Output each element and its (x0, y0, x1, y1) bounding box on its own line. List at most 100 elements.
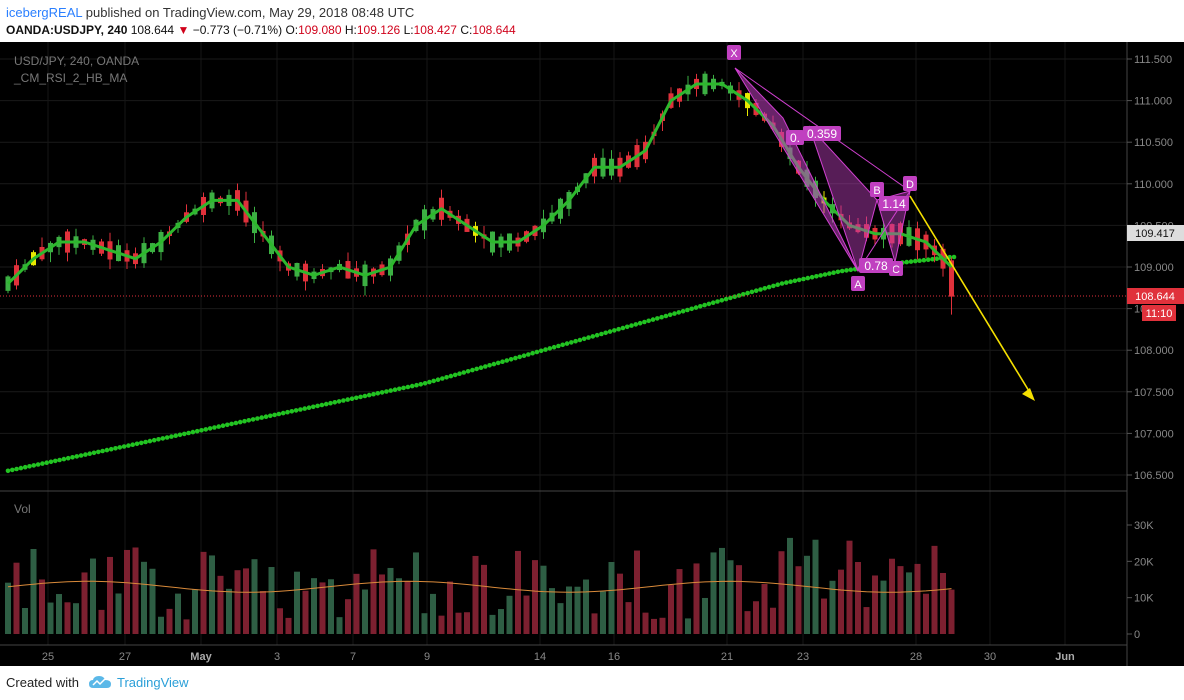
close-label: C: (460, 23, 473, 37)
volume-bar (948, 589, 955, 634)
ma-dot (594, 332, 600, 338)
ma-dot (57, 457, 62, 463)
ma-dot (930, 256, 935, 262)
ma-dot (431, 378, 437, 384)
ma-dot (199, 428, 204, 433)
volume-axis: 30K 20K 10K 0 (1127, 520, 1154, 641)
volume-bar (183, 619, 190, 634)
ma-dot (646, 318, 651, 324)
long-ma-dots (5, 254, 957, 474)
volume-bar (906, 572, 912, 634)
volume-bar (336, 617, 343, 634)
chart-area[interactable]: X A B C D 0.359 0. 1.14 (0, 42, 1184, 666)
volume-bar (617, 573, 623, 634)
close-price-label: 108.644 (1127, 288, 1184, 304)
ma-dot (741, 292, 746, 297)
ma-dot (298, 407, 303, 412)
ma-dot (749, 289, 755, 295)
volume-bar (217, 575, 224, 634)
ma-dot (22, 464, 28, 470)
price-chart[interactable]: X A B C D 0.359 0. 1.14 (0, 42, 1184, 666)
volume-bar (549, 588, 555, 634)
volume-bar (753, 601, 759, 634)
pattern-label-a: A (851, 276, 865, 291)
volume-bar (761, 583, 768, 634)
ma-dot (358, 394, 363, 400)
ma-dot (517, 354, 522, 360)
x-tick-label: 9 (424, 651, 430, 663)
ma-dot (685, 307, 690, 313)
x-tick-label: 30 (984, 651, 996, 663)
tradingview-brand[interactable]: TradingView (117, 675, 189, 690)
volume-bar (744, 611, 751, 634)
ma-dot (444, 375, 449, 380)
ma-dot (173, 433, 178, 439)
pattern-label-b: B (870, 182, 884, 197)
ma-dot (311, 404, 316, 410)
ma-dot (78, 453, 84, 458)
ma-dot (543, 347, 548, 352)
volume-bar (285, 617, 292, 634)
ratio-label-xb: 0.359 (803, 126, 841, 141)
ma-dot (908, 259, 914, 264)
ma-dot (547, 346, 553, 351)
volume-bar (149, 568, 156, 634)
volume-bar (540, 565, 547, 634)
volume-bar (56, 594, 62, 634)
volume-bar (770, 607, 776, 634)
chart-legend-title: USD/JPY, 240, OANDA (14, 54, 139, 68)
ma-dot (500, 359, 505, 365)
volume-bar (73, 603, 79, 634)
ma-dot (556, 343, 561, 349)
ma-dot (83, 452, 88, 457)
ma-dot (246, 418, 252, 423)
volume-bar (115, 593, 122, 634)
ma-dot (147, 438, 153, 444)
ma-dot (766, 284, 772, 290)
ma-dot (276, 411, 282, 417)
price-change: −0.773 (−0.71%) (192, 23, 283, 37)
volume-legend: Vol (14, 502, 31, 516)
volume-bar (863, 607, 870, 634)
ratio-078: 0.78 (864, 259, 888, 273)
ma-dot (465, 369, 471, 374)
ma-dot (487, 363, 492, 368)
volume-ma-line (7, 580, 952, 593)
volume-bar (166, 608, 173, 634)
ma-dot (753, 288, 759, 294)
ma-dot (74, 454, 80, 459)
ma-dot (538, 348, 544, 354)
volume-bar (260, 591, 266, 634)
x-tick-label: 3 (274, 651, 280, 663)
volume-bar (5, 582, 11, 634)
ma-dot (581, 336, 587, 342)
volume-bar (498, 609, 504, 634)
ma-dot (508, 357, 514, 362)
ma-dot (121, 444, 127, 449)
ma-dot (315, 403, 320, 409)
ma-dot (620, 325, 626, 331)
ma-dot (839, 268, 845, 274)
y-tick-label: 109.000 (1134, 262, 1174, 274)
author-link[interactable]: icebergREAL (6, 5, 83, 20)
ma-dot (151, 437, 157, 443)
ma-dot (818, 273, 823, 278)
time-axis[interactable]: 25 27 May 3 7 9 14 16 21 23 28 30 Jun (42, 651, 1075, 663)
volume-bar (940, 572, 946, 634)
ma-dot (366, 392, 372, 398)
ma-dot (134, 441, 140, 447)
vol-tick-label: 10K (1134, 593, 1154, 605)
ma-dot (392, 387, 398, 393)
ma-dot (461, 370, 467, 375)
volume-bar (404, 581, 411, 634)
volume-bar (455, 612, 462, 634)
volume-bar (311, 578, 317, 634)
volume-bar (778, 551, 785, 634)
volume-bar (158, 616, 164, 634)
down-arrow-icon: ▼ (177, 23, 190, 37)
publish-line: icebergREAL published on TradingView.com… (6, 5, 414, 20)
label-a: A (854, 279, 862, 291)
ma-dot (809, 274, 815, 280)
countdown-label: 11:10 (1142, 305, 1176, 321)
ma-dot (40, 461, 45, 466)
